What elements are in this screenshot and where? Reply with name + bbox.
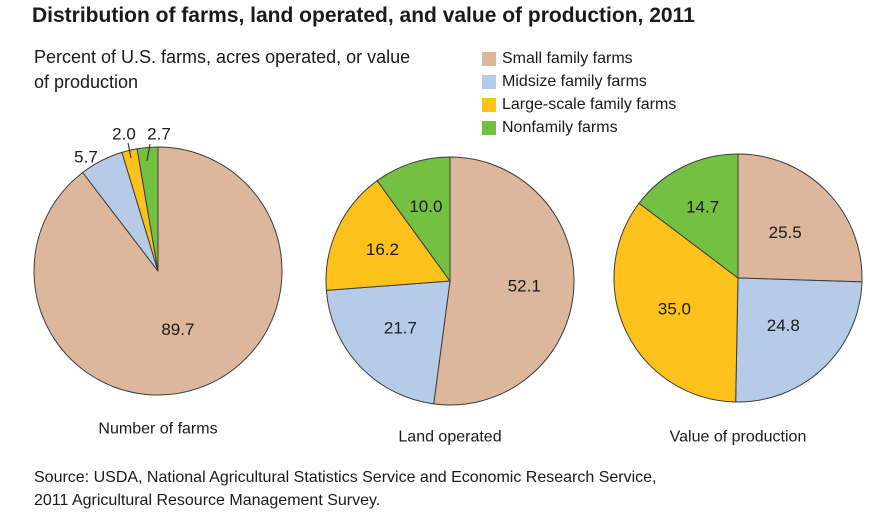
pie-caption-value-of-production: Value of production [670, 429, 807, 446]
legend-label-small: Small family farms [502, 49, 633, 67]
data-label-land-operated-midsize: 21.7 [384, 318, 417, 337]
legend-label-midsize: Midsize family farms [502, 72, 647, 90]
pie-slice-land-operated-nonfamily [376, 156, 451, 282]
pie-slice-land-operated-midsize [325, 280, 451, 405]
legend-swatch-nonfamily [482, 120, 496, 135]
pie-slice-number-of-farms-nonfamily [136, 146, 159, 272]
pie-slice-land-operated-small [433, 156, 575, 406]
legend-item-large-scale: Large-scale family farms [482, 93, 676, 116]
pie-slice-value-of-production-large-scale [613, 202, 739, 403]
legend-item-nonfamily: Nonfamily farms [482, 116, 676, 139]
pie-caption-number-of-farms: Number of farms [98, 421, 217, 438]
pie-slice-land-operated-large-scale [325, 180, 451, 291]
data-label-value-of-production-midsize: 24.8 [767, 316, 800, 335]
legend-swatch-midsize [482, 74, 496, 89]
pie-slice-value-of-production-midsize [735, 277, 863, 403]
data-label-number-of-farms-nonfamily: 2.7 [147, 125, 171, 144]
chart-subtitle: Percent of U.S. farms, acres operated, o… [34, 47, 411, 92]
legend-item-midsize: Midsize family farms [482, 70, 676, 93]
data-label-number-of-farms-small: 89.7 [161, 320, 194, 339]
legend-label-nonfamily: Nonfamily farms [502, 118, 618, 136]
legend-item-small: Small family farms [482, 47, 676, 70]
legend: Small family farms Midsize family farms … [482, 47, 676, 139]
data-label-number-of-farms-midsize: 5.7 [74, 148, 98, 167]
data-label-value-of-production-nonfamily: 14.7 [686, 197, 719, 216]
legend-label-large-scale: Large-scale family farms [502, 95, 677, 113]
legend-swatch-small [482, 51, 496, 66]
source-line-2: 2011 Agricultural Resource Management Su… [34, 492, 381, 509]
data-label-value-of-production-large-scale: 35.0 [658, 299, 691, 318]
source-line-1: Source: USDA, National Agricultural Stat… [34, 469, 657, 486]
leader-line-number-of-farms-large-scale [127, 142, 132, 159]
leader-line-number-of-farms-nonfamily [146, 143, 151, 162]
legend-swatch-large-scale [482, 97, 496, 112]
pie-caption-land-operated: Land operated [398, 429, 501, 446]
data-label-number-of-farms-large-scale: 2.0 [112, 125, 136, 144]
pie-slice-value-of-production-nonfamily [638, 153, 739, 279]
data-label-land-operated-small: 52.1 [508, 276, 541, 295]
data-label-land-operated-nonfamily: 10.0 [409, 197, 442, 216]
source-note: Source: USDA, National Agricultural Stat… [34, 466, 656, 512]
pie-slice-value-of-production-small [737, 153, 863, 283]
data-label-value-of-production-small: 25.5 [769, 223, 802, 242]
chart-title: Distribution of farms, land operated, an… [32, 4, 695, 27]
data-label-land-operated-large-scale: 16.2 [366, 240, 399, 259]
